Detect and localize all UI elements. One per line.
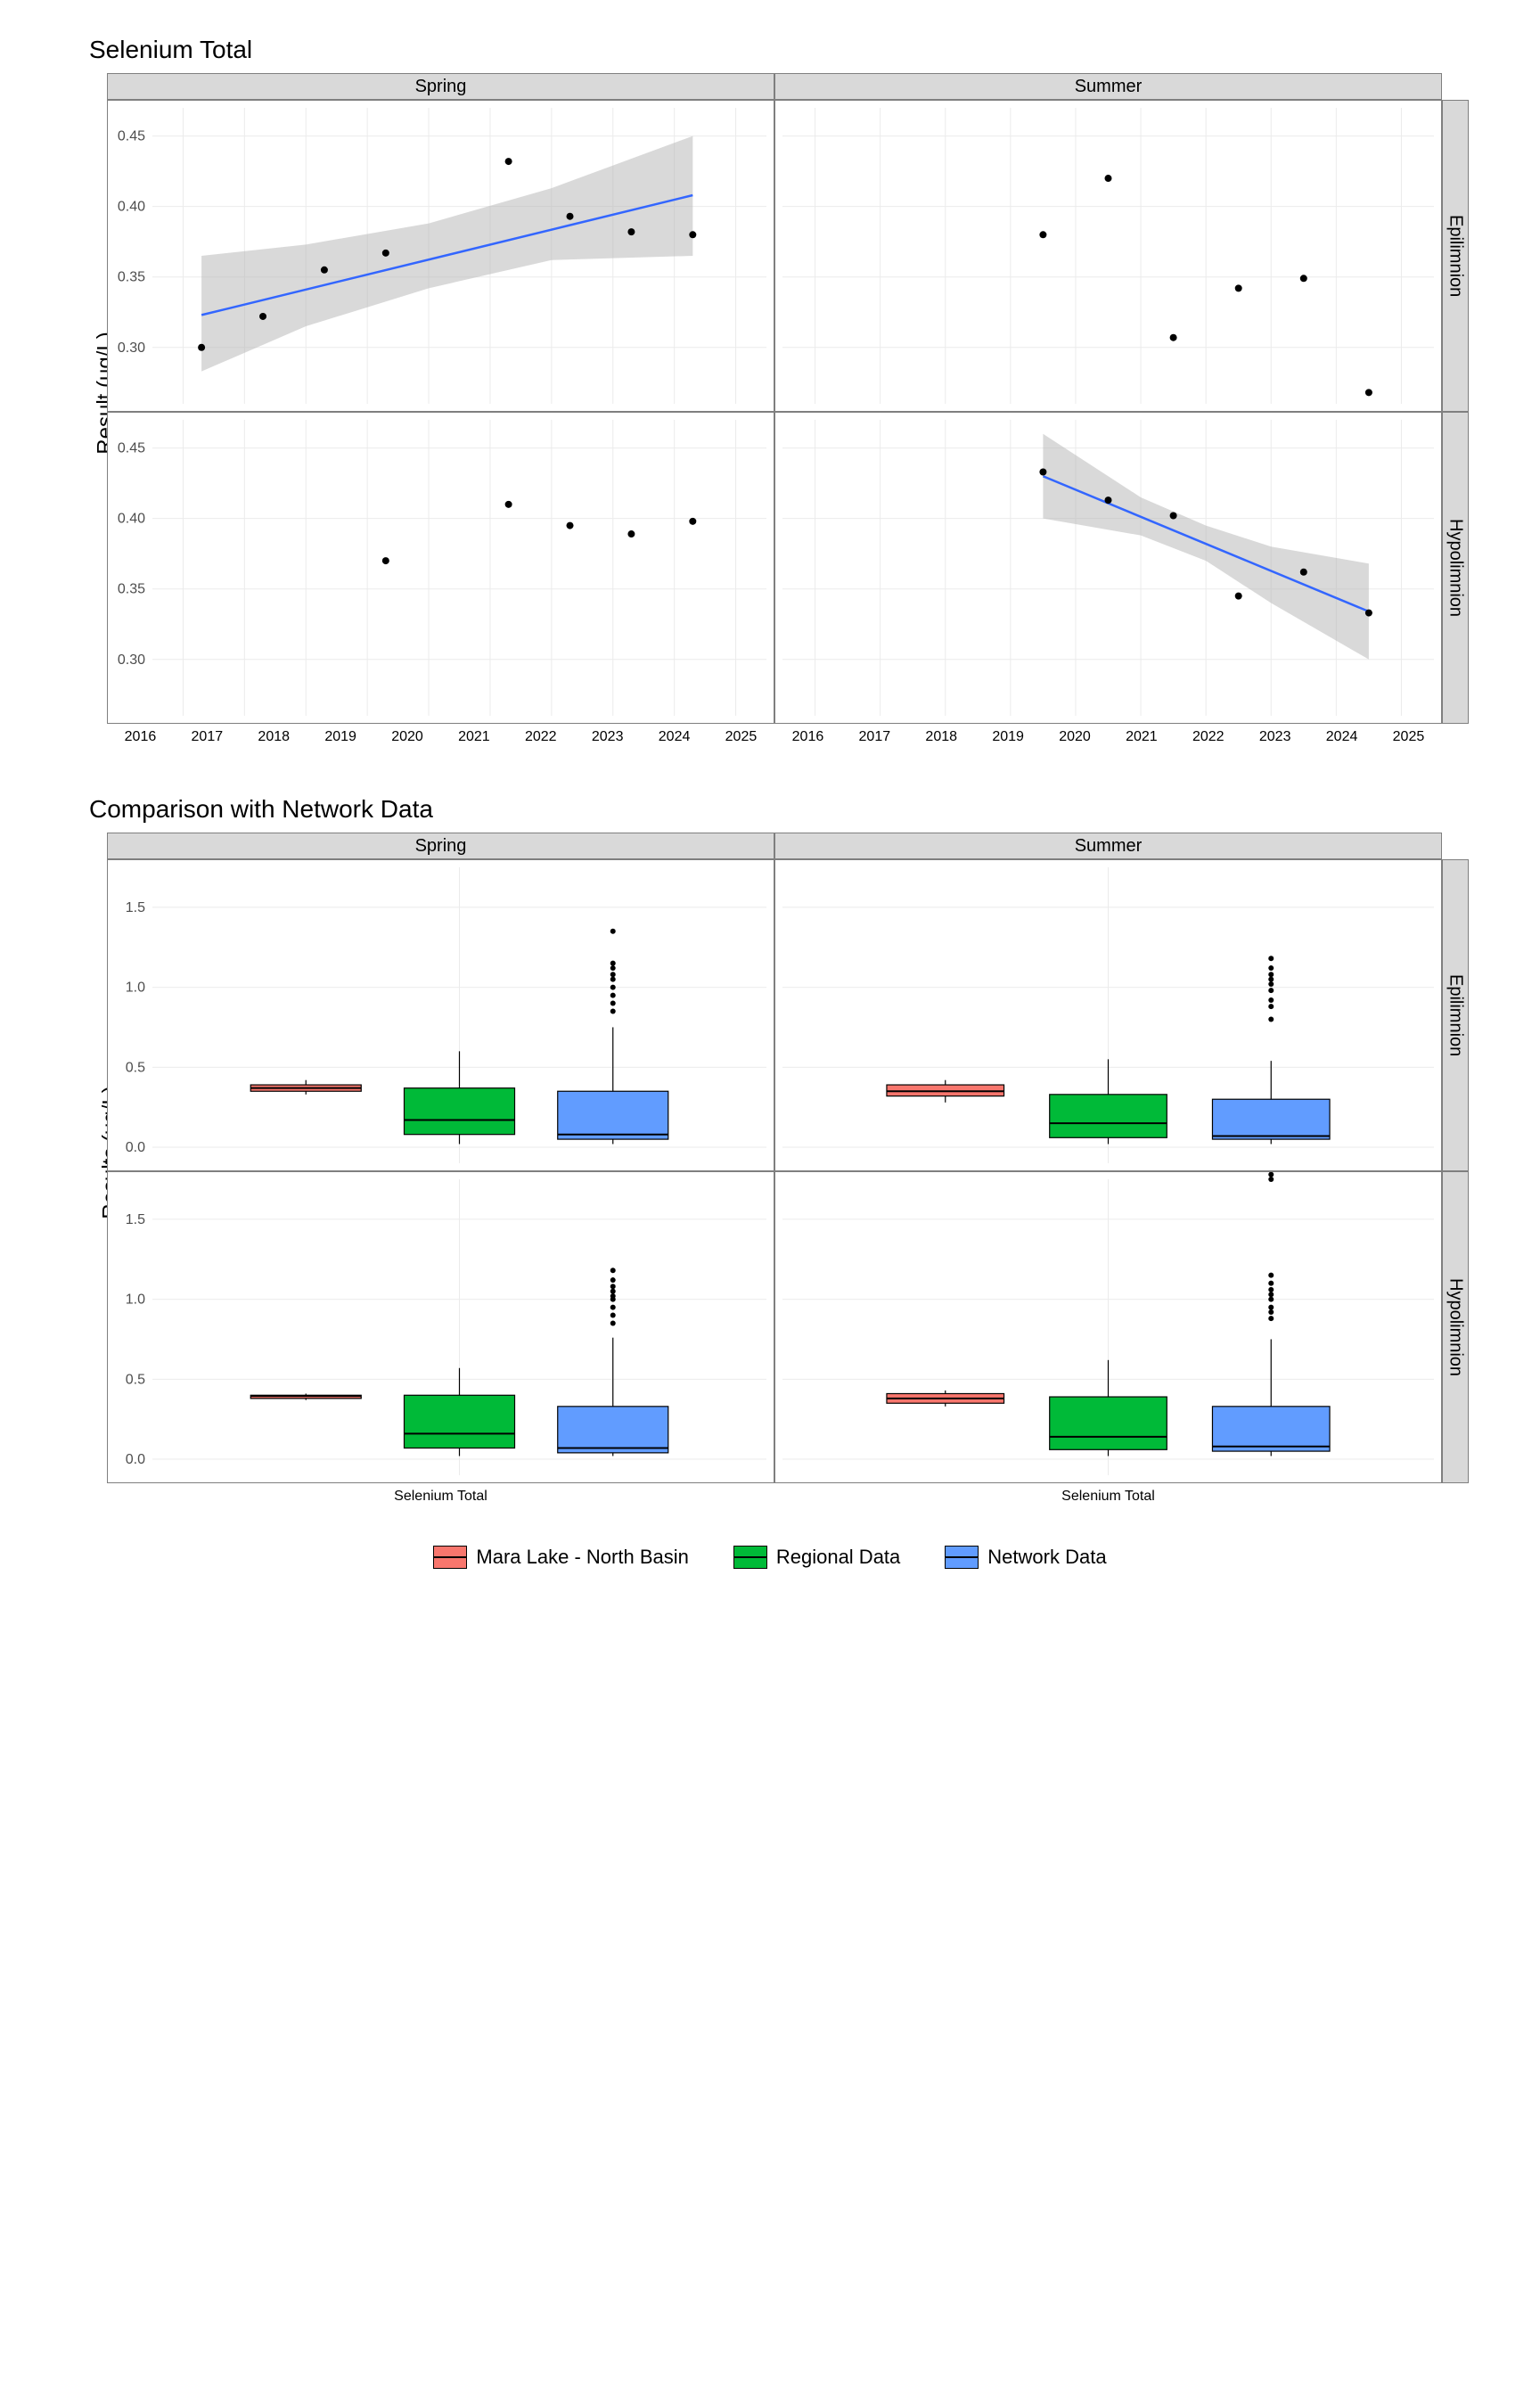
legend-key-regional <box>733 1546 767 1569</box>
row-strip-epi: Epilimnion <box>1442 100 1469 412</box>
legend-item-regional: Regional Data <box>733 1546 900 1569</box>
legend-label-mara: Mara Lake - North Basin <box>476 1546 688 1569</box>
panel-summer-hypo <box>774 412 1442 724</box>
svg-text:1.5: 1.5 <box>126 1212 145 1227</box>
panel-summer-hypo-2 <box>774 1171 1442 1483</box>
svg-text:0.40: 0.40 <box>118 200 145 215</box>
svg-text:0.40: 0.40 <box>118 512 145 527</box>
svg-text:0.5: 0.5 <box>126 1060 145 1075</box>
chart-title: Selenium Total <box>89 36 1504 64</box>
col-strip-spring-2: Spring <box>107 833 774 859</box>
svg-text:0.0: 0.0 <box>126 1452 145 1467</box>
svg-text:0.45: 0.45 <box>118 441 145 456</box>
legend-item-network: Network Data <box>945 1546 1106 1569</box>
svg-text:0.30: 0.30 <box>118 341 145 356</box>
comparison-figure: Comparison with Network Data Results (ug… <box>36 795 1504 1510</box>
legend-item-mara: Mara Lake - North Basin <box>433 1546 688 1569</box>
row-strip-epi-2: Epilimnion <box>1442 859 1469 1171</box>
row-strip-hypo: Hypolimnion <box>1442 412 1469 724</box>
x-ticks-left: 2016201720182019202020212022202320242025 <box>107 724 774 751</box>
x-ticks-right: 2016201720182019202020212022202320242025 <box>774 724 1442 751</box>
svg-text:0.0: 0.0 <box>126 1140 145 1155</box>
col-strip-spring: Spring <box>107 73 774 100</box>
selenium-trend-figure: Selenium Total Result (ug/L) Spring Summ… <box>36 36 1504 751</box>
panel-spring-hypo: 0.30 0.35 0.40 0.45 <box>107 412 774 724</box>
x-tick-left-2: Selenium Total <box>107 1483 774 1510</box>
x-tick-right-2: Selenium Total <box>774 1483 1442 1510</box>
legend-key-network <box>945 1546 979 1569</box>
chart-title-2: Comparison with Network Data <box>89 795 1504 824</box>
panel-summer-epi <box>774 100 1442 412</box>
legend-label-regional: Regional Data <box>776 1546 900 1569</box>
legend: Mara Lake - North Basin Regional Data Ne… <box>36 1546 1504 1569</box>
svg-text:1.0: 1.0 <box>126 1292 145 1308</box>
svg-text:1.0: 1.0 <box>126 981 145 996</box>
svg-text:0.5: 0.5 <box>126 1372 145 1387</box>
svg-text:0.35: 0.35 <box>118 270 145 285</box>
col-strip-summer: Summer <box>774 73 1442 100</box>
svg-text:1.5: 1.5 <box>126 900 145 915</box>
svg-text:0.35: 0.35 <box>118 582 145 597</box>
panel-spring-epi: 0.30 0.35 0.40 0.45 <box>107 100 774 412</box>
panel-summer-epi-2 <box>774 859 1442 1171</box>
row-strip-hypo-2: Hypolimnion <box>1442 1171 1469 1483</box>
legend-key-mara <box>433 1546 467 1569</box>
svg-text:0.45: 0.45 <box>118 129 145 144</box>
legend-label-network: Network Data <box>987 1546 1106 1569</box>
svg-text:0.30: 0.30 <box>118 652 145 668</box>
panel-spring-hypo-2: 0.0 0.5 1.0 1.5 <box>107 1171 774 1483</box>
col-strip-summer-2: Summer <box>774 833 1442 859</box>
panel-spring-epi-2: 0.0 0.5 1.0 1.5 <box>107 859 774 1171</box>
